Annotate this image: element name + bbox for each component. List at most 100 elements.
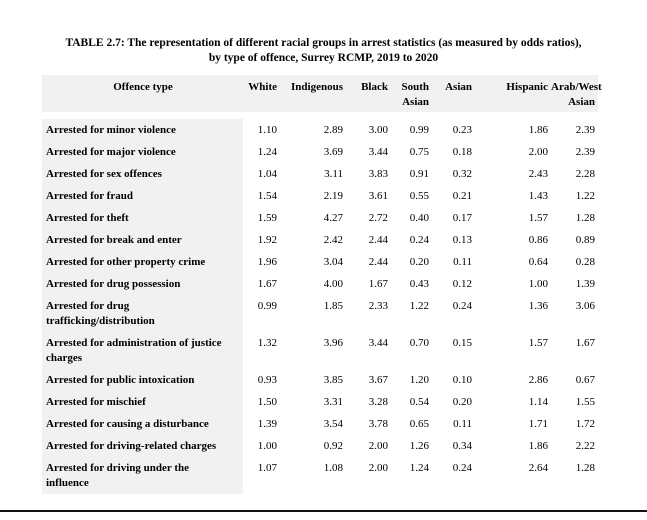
odds-ratio-value-cell: 2.64	[475, 457, 551, 494]
odds-ratio-value-cell: 0.10	[432, 369, 475, 391]
odds-ratio-value-cell: 1.72	[551, 413, 598, 435]
table-row: Arrested for break and enter 1.92 2.42 2.44…	[42, 229, 598, 251]
odds-ratio-value-cell: 0.64	[475, 251, 551, 273]
offence-type-cell: Arrested for sex offences	[42, 163, 243, 185]
table-row: Arrested for minor violence 1.10 2.89 3.00 0…	[42, 119, 598, 141]
offence-type-cell: Arrested for theft	[42, 207, 243, 229]
col-header-offence-type: Offence type	[42, 75, 243, 112]
odds-ratio-value-cell: 2.00	[346, 435, 391, 457]
odds-ratio-value-cell: 1.43	[475, 185, 551, 207]
col-header-asian: Asian	[432, 75, 475, 112]
odds-ratio-value-cell: 0.93	[243, 369, 280, 391]
odds-ratio-value-cell: 1.92	[243, 229, 280, 251]
odds-ratio-value-cell: 1.39	[551, 273, 598, 295]
odds-ratio-value-cell: 1.57	[475, 332, 551, 369]
table-row: Arrested for driving-related charges 1.00…	[42, 435, 598, 457]
odds-ratio-value-cell: 1.39	[243, 413, 280, 435]
odds-ratio-value-cell: 2.42	[280, 229, 346, 251]
table-body: Arrested for minor violence 1.10 2.89 3.00 0…	[42, 112, 598, 494]
offence-type-cell: Arrested for driving-related charges	[42, 435, 243, 457]
odds-ratio-value-cell: 0.99	[243, 295, 280, 332]
odds-ratio-value-cell: 0.91	[391, 163, 432, 185]
col-header-arab-west-asian: Arab/West Asian	[551, 75, 602, 112]
odds-ratio-value-cell: 3.78	[346, 413, 391, 435]
odds-ratio-value-cell: 2.43	[475, 163, 551, 185]
table-caption-line-1: TABLE 2.7: The representation of differe…	[65, 37, 582, 49]
odds-ratio-value-cell: 3.83	[346, 163, 391, 185]
odds-ratio-value-cell: 2.39	[551, 141, 598, 163]
odds-ratio-value-cell: 1.20	[391, 369, 432, 391]
odds-ratio-value-cell: 0.99	[391, 119, 432, 141]
odds-ratio-value-cell: 1.85	[280, 295, 346, 332]
odds-ratio-value-cell: 3.85	[280, 369, 346, 391]
odds-ratio-value-cell: 1.24	[243, 141, 280, 163]
odds-ratio-value-cell: 1.96	[243, 251, 280, 273]
odds-ratio-value-cell: 1.86	[475, 435, 551, 457]
offence-type-cell: Arrested for drug possession	[42, 273, 243, 295]
odds-ratio-value-cell: 1.22	[551, 185, 598, 207]
col-header-hispanic: Hispanic	[475, 75, 551, 112]
odds-ratio-value-cell: 1.55	[551, 391, 598, 413]
odds-ratio-value-cell: 0.20	[432, 391, 475, 413]
odds-ratio-value-cell: 2.44	[346, 229, 391, 251]
odds-ratio-value-cell: 0.67	[551, 369, 598, 391]
odds-ratio-value-cell: 1.67	[346, 273, 391, 295]
col-header-white: White	[243, 75, 280, 112]
offence-type-cell: Arrested for mischief	[42, 391, 243, 413]
offence-type-cell: Arrested for administration of justice c…	[42, 332, 243, 369]
odds-ratio-value-cell: 1.32	[243, 332, 280, 369]
odds-ratio-value-cell: 0.92	[280, 435, 346, 457]
odds-ratio-value-cell: 2.86	[475, 369, 551, 391]
odds-ratio-value-cell: 3.28	[346, 391, 391, 413]
odds-ratio-value-cell: 4.27	[280, 207, 346, 229]
table-row: Arrested for major violence 1.24 3.69 3.44 0…	[42, 141, 598, 163]
odds-ratio-value-cell: 1.28	[551, 457, 598, 494]
offence-type-cell: Arrested for major violence	[42, 141, 243, 163]
odds-ratio-value-cell: 3.69	[280, 141, 346, 163]
odds-ratio-value-cell: 0.32	[432, 163, 475, 185]
offence-type-cell: Arrested for fraud	[42, 185, 243, 207]
table-row: Arrested for theft 1.59 4.27 2.72 0.40 0.17 1.…	[42, 207, 598, 229]
table-caption-line-2: by type of offence, Surrey RCMP, 2019 to…	[208, 52, 439, 64]
odds-ratio-value-cell: 2.72	[346, 207, 391, 229]
odds-ratio-value-cell: 0.28	[551, 251, 598, 273]
odds-ratio-value-cell: 0.17	[432, 207, 475, 229]
odds-ratio-value-cell: 1.07	[243, 457, 280, 494]
table-row: Arrested for drug possession 1.67 4.00 1.67…	[42, 273, 598, 295]
odds-ratio-value-cell: 0.11	[432, 251, 475, 273]
odds-ratio-value-cell: 1.00	[243, 435, 280, 457]
odds-ratio-value-cell: 0.54	[391, 391, 432, 413]
offence-type-cell: Arrested for drug trafficking/distributi…	[42, 295, 243, 332]
table-row: Arrested for sex offences 1.04 3.11 3.83 0.9…	[42, 163, 598, 185]
offence-type-cell: Arrested for public intoxication	[42, 369, 243, 391]
odds-ratio-table: Offence type White Indigenous Black Sout…	[42, 75, 602, 494]
odds-ratio-value-cell: 3.31	[280, 391, 346, 413]
odds-ratio-value-cell: 1.08	[280, 457, 346, 494]
odds-ratio-value-cell: 0.15	[432, 332, 475, 369]
odds-ratio-value-cell: 1.24	[391, 457, 432, 494]
odds-ratio-value-cell: 1.50	[243, 391, 280, 413]
table-header: Offence type White Indigenous Black Sout…	[42, 75, 602, 112]
odds-ratio-value-cell: 1.14	[475, 391, 551, 413]
odds-ratio-value-cell: 0.20	[391, 251, 432, 273]
odds-ratio-value-cell: 1.57	[475, 207, 551, 229]
odds-ratio-value-cell: 3.06	[551, 295, 598, 332]
odds-ratio-value-cell: 3.61	[346, 185, 391, 207]
col-header-indigenous: Indigenous	[280, 75, 346, 112]
odds-ratio-value-cell: 3.44	[346, 332, 391, 369]
odds-ratio-value-cell: 0.12	[432, 273, 475, 295]
offence-type-cell: Arrested for minor violence	[42, 119, 243, 141]
odds-ratio-value-cell: 1.86	[475, 119, 551, 141]
odds-ratio-value-cell: 3.67	[346, 369, 391, 391]
odds-ratio-value-cell: 1.36	[475, 295, 551, 332]
offence-type-cell: Arrested for other property crime	[42, 251, 243, 273]
odds-ratio-value-cell: 1.59	[243, 207, 280, 229]
odds-ratio-value-cell: 3.54	[280, 413, 346, 435]
table-row: Arrested for drug trafficking/distributi…	[42, 295, 598, 332]
odds-ratio-value-cell: 0.75	[391, 141, 432, 163]
odds-ratio-value-cell: 1.67	[243, 273, 280, 295]
odds-ratio-value-cell: 3.00	[346, 119, 391, 141]
table-row: Arrested for other property crime 1.96 3.0…	[42, 251, 598, 273]
col-header-south-asian: South Asian	[391, 75, 432, 112]
